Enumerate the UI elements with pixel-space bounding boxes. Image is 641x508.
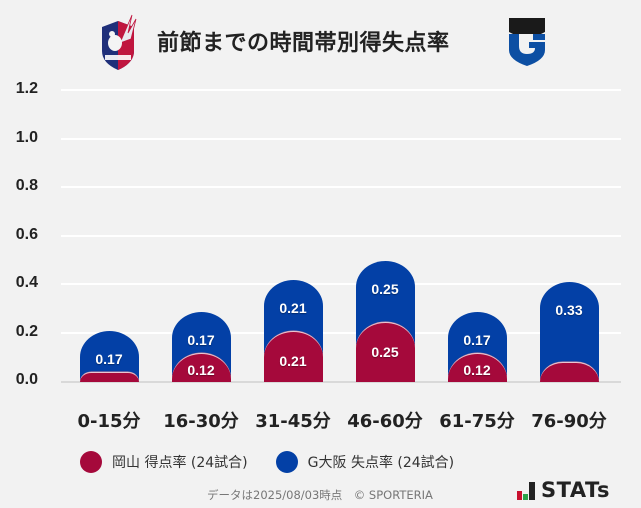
bar-value-label: 0.17	[187, 331, 215, 348]
x-tick: 46-60分	[347, 411, 423, 432]
gridline	[61, 235, 621, 237]
bar-okayama-scored[interactable]	[79, 372, 139, 382]
gridline	[61, 332, 621, 334]
bar-group: 0.33	[539, 282, 599, 382]
legend: 岡山 得点率 (24試合) G大阪 失点率 (24試合)	[80, 450, 482, 474]
y-tick: 0.8	[15, 177, 38, 194]
x-tick: 61-75分	[439, 411, 515, 432]
bar-group: 0.25 0.25	[355, 261, 415, 382]
legend-dot-icon	[275, 451, 298, 473]
bar-value-label: 0.25	[371, 281, 399, 297]
bar-value-label: 0.17	[95, 350, 123, 367]
bar-value-label: 0.12	[463, 362, 491, 378]
stats-brand: STATs	[541, 478, 610, 502]
bar-okayama-scored[interactable]	[539, 362, 599, 382]
gamba-osaka-crest-icon	[509, 18, 545, 66]
bar-value-label: 0.21	[279, 353, 307, 370]
stats-logo: STATs	[517, 478, 610, 502]
bar-group: 0.17 0.12	[171, 311, 231, 382]
y-tick: 0.4	[15, 274, 38, 291]
bar-value-label: 0.33	[555, 302, 583, 319]
legend-item-okayama[interactable]: 岡山 得点率 (24試合)	[80, 451, 248, 473]
bar-value-label: 0.17	[463, 331, 491, 348]
legend-label: G大阪 失点率 (24試合)	[307, 455, 455, 471]
bar-group: 0.17 0.12	[447, 311, 507, 382]
chart-header: 前節までの時間帯別得失点率	[0, 0, 641, 75]
gridline	[61, 138, 621, 140]
x-tick: 16-30分	[163, 411, 239, 432]
bar-okayama-scored[interactable]	[355, 321, 415, 382]
bar-value-label: 0.25	[371, 343, 399, 360]
bar-group: 0.21 0.21	[263, 280, 323, 382]
x-tick: 0-15分	[77, 411, 141, 432]
gridline	[61, 283, 621, 285]
bar-okayama-scored[interactable]	[263, 331, 323, 382]
legend-item-gosaka[interactable]: G大阪 失点率 (24試合)	[275, 451, 455, 473]
legend-dot-icon	[80, 451, 102, 473]
gridline	[61, 89, 621, 91]
chart-title: 前節までの時間帯別得失点率	[157, 31, 450, 56]
bar-group: 0.17	[79, 330, 139, 382]
okayama-crest-icon	[102, 14, 137, 70]
stats-bars-icon	[517, 482, 536, 500]
data-source-note: データは2025/08/03時点 © SPORTERIA	[207, 488, 433, 502]
y-tick: 1.0	[15, 129, 38, 146]
x-axis-baseline	[61, 381, 621, 383]
gridline	[61, 186, 621, 188]
bar-value-label: 0.21	[279, 300, 307, 317]
x-tick: 31-45分	[255, 411, 331, 432]
y-tick: 0.0	[15, 371, 38, 388]
bar-value-label: 0.12	[187, 362, 215, 378]
y-tick: 1.2	[15, 80, 38, 97]
y-tick: 0.6	[15, 226, 38, 243]
y-tick: 0.2	[15, 323, 38, 340]
legend-label: 岡山 得点率 (24試合)	[112, 455, 248, 471]
x-tick: 76-90分	[531, 411, 607, 432]
